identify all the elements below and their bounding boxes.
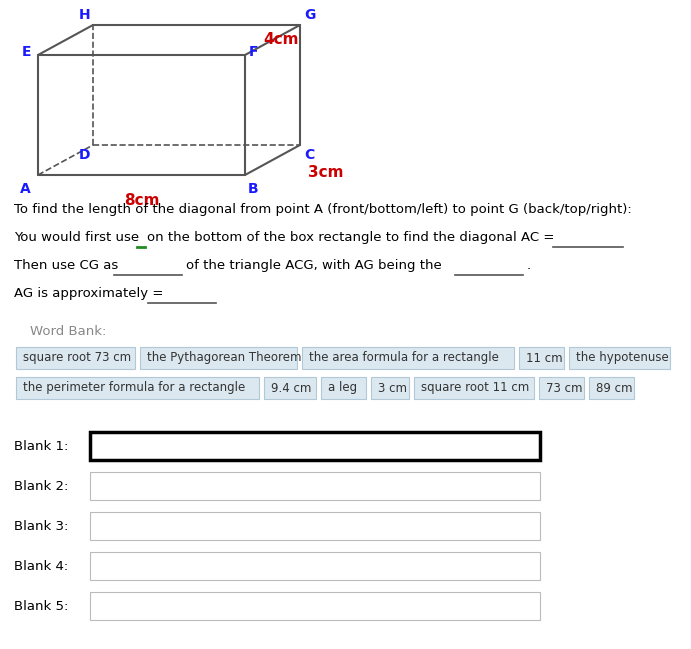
Text: B: B xyxy=(248,182,258,196)
Bar xyxy=(140,347,297,369)
Text: on the bottom of the box rectangle to find the diagonal AC =: on the bottom of the box rectangle to fi… xyxy=(147,231,558,244)
Text: 9.4 cm: 9.4 cm xyxy=(272,382,312,395)
Text: Then use CG as: Then use CG as xyxy=(14,259,122,272)
Bar xyxy=(16,377,259,399)
Text: 8cm: 8cm xyxy=(124,193,159,208)
Text: 11 cm: 11 cm xyxy=(527,352,563,365)
Text: F: F xyxy=(249,45,258,59)
Bar xyxy=(90,472,540,500)
Bar xyxy=(415,377,534,399)
Text: square root 73 cm: square root 73 cm xyxy=(23,352,131,365)
Text: You would first use: You would first use xyxy=(14,231,143,244)
Text: Blank 3:: Blank 3: xyxy=(14,519,68,532)
Bar xyxy=(90,512,540,540)
Text: the hypotenuse: the hypotenuse xyxy=(576,352,669,365)
Text: the perimeter formula for a rectangle: the perimeter formula for a rectangle xyxy=(23,382,245,395)
Text: square root 11 cm: square root 11 cm xyxy=(422,382,529,395)
Text: 89 cm: 89 cm xyxy=(596,382,632,395)
Bar xyxy=(321,377,366,399)
Bar xyxy=(302,347,514,369)
Bar xyxy=(90,552,540,580)
Bar xyxy=(265,377,316,399)
Text: H: H xyxy=(78,8,90,22)
Bar xyxy=(370,377,409,399)
Text: E: E xyxy=(21,45,31,59)
Bar xyxy=(539,377,584,399)
Text: .: . xyxy=(527,259,531,272)
Text: AG is approximately =: AG is approximately = xyxy=(14,287,168,300)
Text: a leg: a leg xyxy=(328,382,357,395)
Text: of the triangle ACG, with AG being the: of the triangle ACG, with AG being the xyxy=(186,259,446,272)
Text: G: G xyxy=(304,8,315,22)
Bar xyxy=(520,347,565,369)
Text: C: C xyxy=(304,148,314,162)
Text: 4cm: 4cm xyxy=(263,32,299,47)
Text: Word Bank:: Word Bank: xyxy=(30,325,106,338)
Text: 3cm: 3cm xyxy=(308,165,343,180)
Text: 73 cm: 73 cm xyxy=(546,382,583,395)
Text: Blank 1:: Blank 1: xyxy=(14,439,68,452)
Bar xyxy=(569,347,670,369)
Text: A: A xyxy=(20,182,31,196)
Text: D: D xyxy=(79,148,90,162)
Text: To find the length of the diagonal from point A (front/bottom/left) to point G (: To find the length of the diagonal from … xyxy=(14,203,632,216)
Text: Blank 5:: Blank 5: xyxy=(14,600,68,613)
Bar xyxy=(90,432,540,460)
Text: the area formula for a rectangle: the area formula for a rectangle xyxy=(309,352,499,365)
Text: Blank 2:: Blank 2: xyxy=(14,480,68,493)
Text: 3 cm: 3 cm xyxy=(377,382,406,395)
Text: Blank 4:: Blank 4: xyxy=(14,559,68,572)
Bar xyxy=(589,377,634,399)
Text: the Pythagorean Theorem: the Pythagorean Theorem xyxy=(147,352,302,365)
Bar xyxy=(90,592,540,620)
Bar xyxy=(16,347,135,369)
